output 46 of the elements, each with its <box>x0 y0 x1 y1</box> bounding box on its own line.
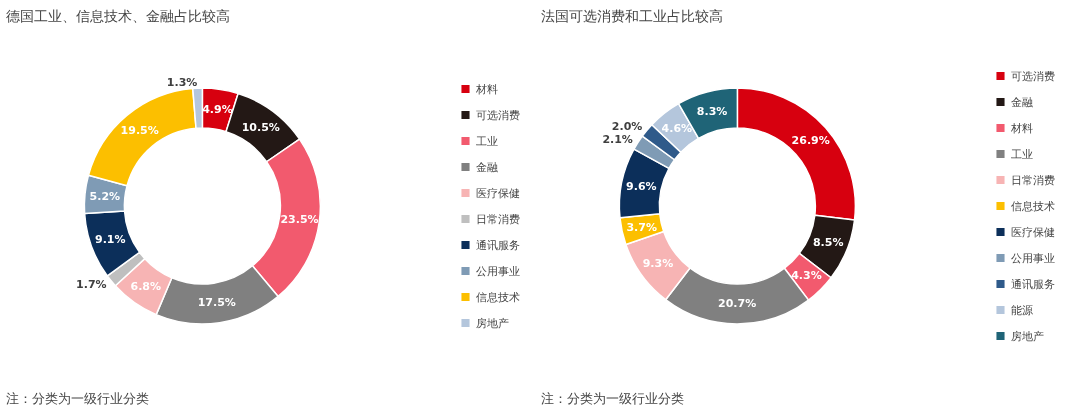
legend-label: 能源 <box>1011 302 1033 317</box>
legend-label: 工业 <box>476 133 498 148</box>
data-label: 5.2% <box>89 189 121 203</box>
data-label: 9.6% <box>626 179 657 193</box>
legend-label: 公用事业 <box>476 263 520 278</box>
data-label: 2.1% <box>602 132 633 146</box>
legend-label: 材料 <box>1011 120 1033 135</box>
legend-label: 通讯服务 <box>476 237 520 252</box>
legend-label: 日常消费 <box>1011 172 1055 187</box>
data-label: 10.5% <box>241 120 280 134</box>
legend-label: 公用事业 <box>1011 250 1055 265</box>
legend-label: 可选消费 <box>1011 68 1055 83</box>
data-label: 1.7% <box>76 278 107 292</box>
data-label: 3.7% <box>626 220 657 234</box>
data-label: 19.5% <box>120 124 159 138</box>
legend-label: 医疗保健 <box>1011 224 1055 239</box>
data-label: 17.5% <box>197 296 236 310</box>
data-label: 4.3% <box>791 269 822 283</box>
legend-label: 房地产 <box>476 315 509 330</box>
chart-title: 法国可选消费和工业占比较高 <box>540 7 723 24</box>
data-label: 26.9% <box>791 134 830 148</box>
legend-label: 信息技术 <box>1011 198 1055 213</box>
data-label: 9.1% <box>95 232 126 246</box>
legend-label: 医疗保健 <box>476 185 520 200</box>
legend-label: 信息技术 <box>476 289 520 304</box>
text: 注：分类为一级行业分类 <box>5 390 149 406</box>
legend-label: 通讯服务 <box>1011 276 1055 291</box>
data-label: 4.9% <box>202 102 233 116</box>
data-label: 8.3% <box>696 104 728 118</box>
data-label: 6.8% <box>130 279 162 293</box>
legend-label: 日常消费 <box>476 211 520 226</box>
data-label: 9.3% <box>642 256 674 270</box>
legend-label: 金融 <box>476 159 498 174</box>
data-label: 1.3% <box>166 75 198 89</box>
text: 注：分类为一级行业分类 <box>540 390 684 406</box>
data-label: 20.7% <box>717 297 757 311</box>
data-label: 2.0% <box>611 119 643 133</box>
legend-label: 工业 <box>1011 146 1033 161</box>
data-label: 4.6% <box>661 122 693 136</box>
legend-label: 材料 <box>476 81 498 96</box>
data-label: 8.5% <box>812 236 844 250</box>
chart-title: 德国工业、信息技术、金融占比较高 <box>5 7 230 24</box>
legend-label: 房地产 <box>1011 328 1044 343</box>
legend-label: 可选消费 <box>476 107 520 122</box>
data-label: 23.5% <box>280 212 319 226</box>
legend-label: 金融 <box>1011 94 1033 109</box>
